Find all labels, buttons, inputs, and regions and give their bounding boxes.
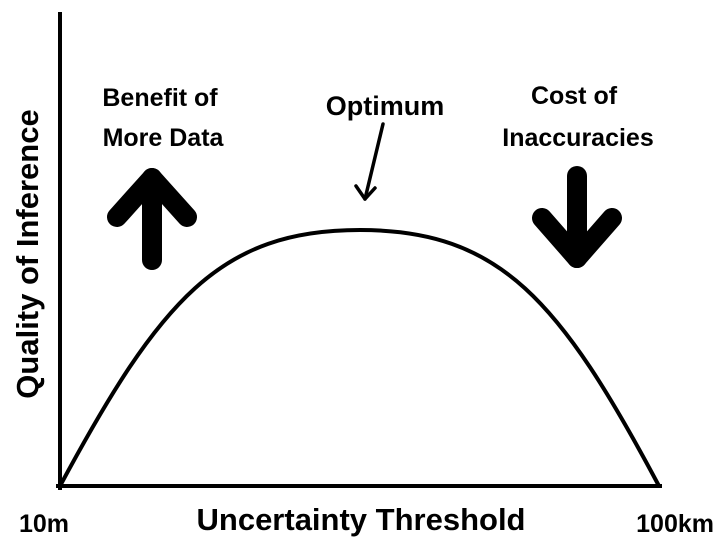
x-min-label: 10m bbox=[19, 510, 69, 538]
x-axis-label: Uncertainty Threshold bbox=[197, 502, 526, 537]
arrow-down-icon bbox=[532, 166, 622, 268]
y-axis-label: Quality of Inference bbox=[10, 109, 45, 398]
optimum-label: Optimum bbox=[326, 91, 445, 121]
cost-label-line1: Cost of bbox=[531, 82, 618, 110]
pointer-arrow-icon bbox=[354, 122, 385, 201]
quality-curve bbox=[58, 227, 661, 487]
benefit-label-line1: Benefit of bbox=[102, 84, 218, 112]
arrow-up-icon bbox=[107, 168, 197, 270]
benefit-label-line2: More Data bbox=[103, 124, 225, 152]
cost-label-line2: Inaccuracies bbox=[502, 124, 654, 152]
x-max-label: 100km bbox=[636, 510, 714, 538]
